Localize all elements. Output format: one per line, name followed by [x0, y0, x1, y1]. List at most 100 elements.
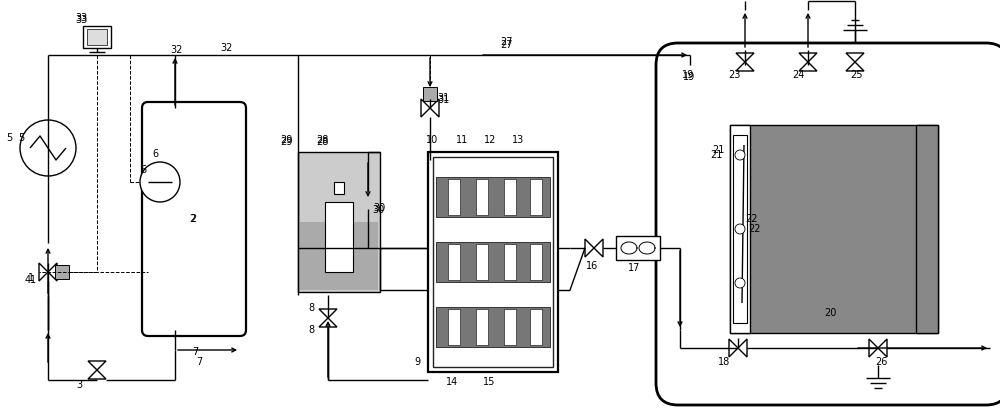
Bar [436, 242, 550, 282]
Bar [476, 244, 488, 280]
Text: 5: 5 [6, 133, 12, 143]
Polygon shape [88, 370, 106, 379]
FancyBboxPatch shape [142, 102, 246, 336]
FancyBboxPatch shape [326, 177, 352, 195]
Text: 22: 22 [748, 224, 761, 234]
Polygon shape [869, 339, 878, 357]
Text: 2: 2 [189, 214, 195, 224]
Bar [530, 244, 542, 280]
Text: 8: 8 [308, 325, 314, 335]
Text: 17: 17 [628, 263, 640, 273]
Bar [423, 87, 437, 101]
Text: 28: 28 [316, 135, 328, 145]
Bar [433, 157, 553, 367]
Text: 31: 31 [437, 93, 449, 103]
Bar [733, 135, 747, 323]
Bar [616, 236, 660, 260]
Text: 6: 6 [152, 149, 158, 159]
Text: 23: 23 [728, 70, 740, 80]
Text: 1: 1 [30, 275, 36, 285]
Bar [325, 202, 353, 272]
Polygon shape [88, 361, 106, 370]
Polygon shape [738, 339, 747, 357]
Text: 29: 29 [280, 137, 292, 147]
Bar [87, 29, 107, 45]
Bar [476, 309, 488, 345]
Bar [730, 125, 750, 333]
Bar [530, 179, 542, 215]
Text: 29: 29 [280, 135, 292, 145]
Polygon shape [48, 263, 57, 281]
Text: 16: 16 [586, 261, 598, 271]
Text: 6: 6 [140, 165, 146, 175]
Circle shape [735, 224, 745, 234]
Text: 28: 28 [316, 137, 328, 147]
Text: 27: 27 [500, 37, 512, 47]
Polygon shape [736, 53, 754, 62]
Text: 32: 32 [220, 43, 232, 53]
Polygon shape [799, 53, 817, 62]
Polygon shape [799, 62, 817, 71]
Circle shape [735, 150, 745, 160]
Polygon shape [421, 99, 430, 117]
Polygon shape [39, 263, 48, 281]
Text: 3: 3 [76, 380, 82, 390]
Text: 30: 30 [373, 203, 385, 213]
Circle shape [735, 278, 745, 288]
Polygon shape [878, 339, 887, 357]
Bar [448, 179, 460, 215]
Polygon shape [319, 309, 337, 318]
Bar [504, 179, 516, 215]
Bar [436, 307, 550, 347]
Text: 1: 1 [28, 273, 34, 283]
Text: 27: 27 [500, 40, 512, 50]
Bar [448, 309, 460, 345]
Text: 19: 19 [683, 72, 695, 82]
Polygon shape [585, 239, 594, 257]
Bar [504, 244, 516, 280]
Bar [334, 182, 344, 194]
Text: 8: 8 [308, 303, 314, 313]
Text: 18: 18 [718, 357, 730, 367]
Text: 15: 15 [483, 377, 495, 387]
Text: 5: 5 [18, 133, 24, 143]
Circle shape [20, 120, 76, 176]
Polygon shape [846, 53, 864, 62]
Polygon shape [359, 200, 377, 209]
Bar [448, 244, 460, 280]
Text: 33: 33 [75, 13, 87, 23]
Text: 12: 12 [484, 135, 496, 145]
Text: 9: 9 [414, 357, 420, 367]
Text: 31: 31 [437, 95, 449, 105]
Bar [730, 125, 938, 333]
Text: 11: 11 [456, 135, 468, 145]
Bar [916, 125, 938, 333]
Bar [300, 222, 378, 290]
Text: 10: 10 [426, 135, 438, 145]
Polygon shape [736, 62, 754, 71]
Bar [428, 152, 558, 372]
Text: 30: 30 [372, 205, 384, 215]
Circle shape [140, 162, 180, 202]
Bar [83, 26, 111, 48]
Bar [298, 152, 380, 292]
Text: 19: 19 [682, 70, 694, 80]
Text: 7: 7 [196, 357, 202, 367]
Text: 22: 22 [745, 214, 758, 224]
Text: 32: 32 [170, 45, 182, 55]
Bar [530, 309, 542, 345]
Polygon shape [594, 239, 603, 257]
Text: 21: 21 [710, 150, 722, 160]
Polygon shape [729, 339, 738, 357]
Text: 14: 14 [446, 377, 458, 387]
Text: 25: 25 [850, 70, 862, 80]
Polygon shape [319, 318, 337, 327]
Text: 13: 13 [512, 135, 524, 145]
FancyBboxPatch shape [656, 43, 1000, 405]
Text: 7: 7 [192, 347, 198, 357]
Polygon shape [359, 191, 377, 200]
Bar [504, 309, 516, 345]
Text: 2: 2 [190, 214, 196, 224]
Text: 21: 21 [712, 145, 724, 155]
Polygon shape [846, 62, 864, 71]
